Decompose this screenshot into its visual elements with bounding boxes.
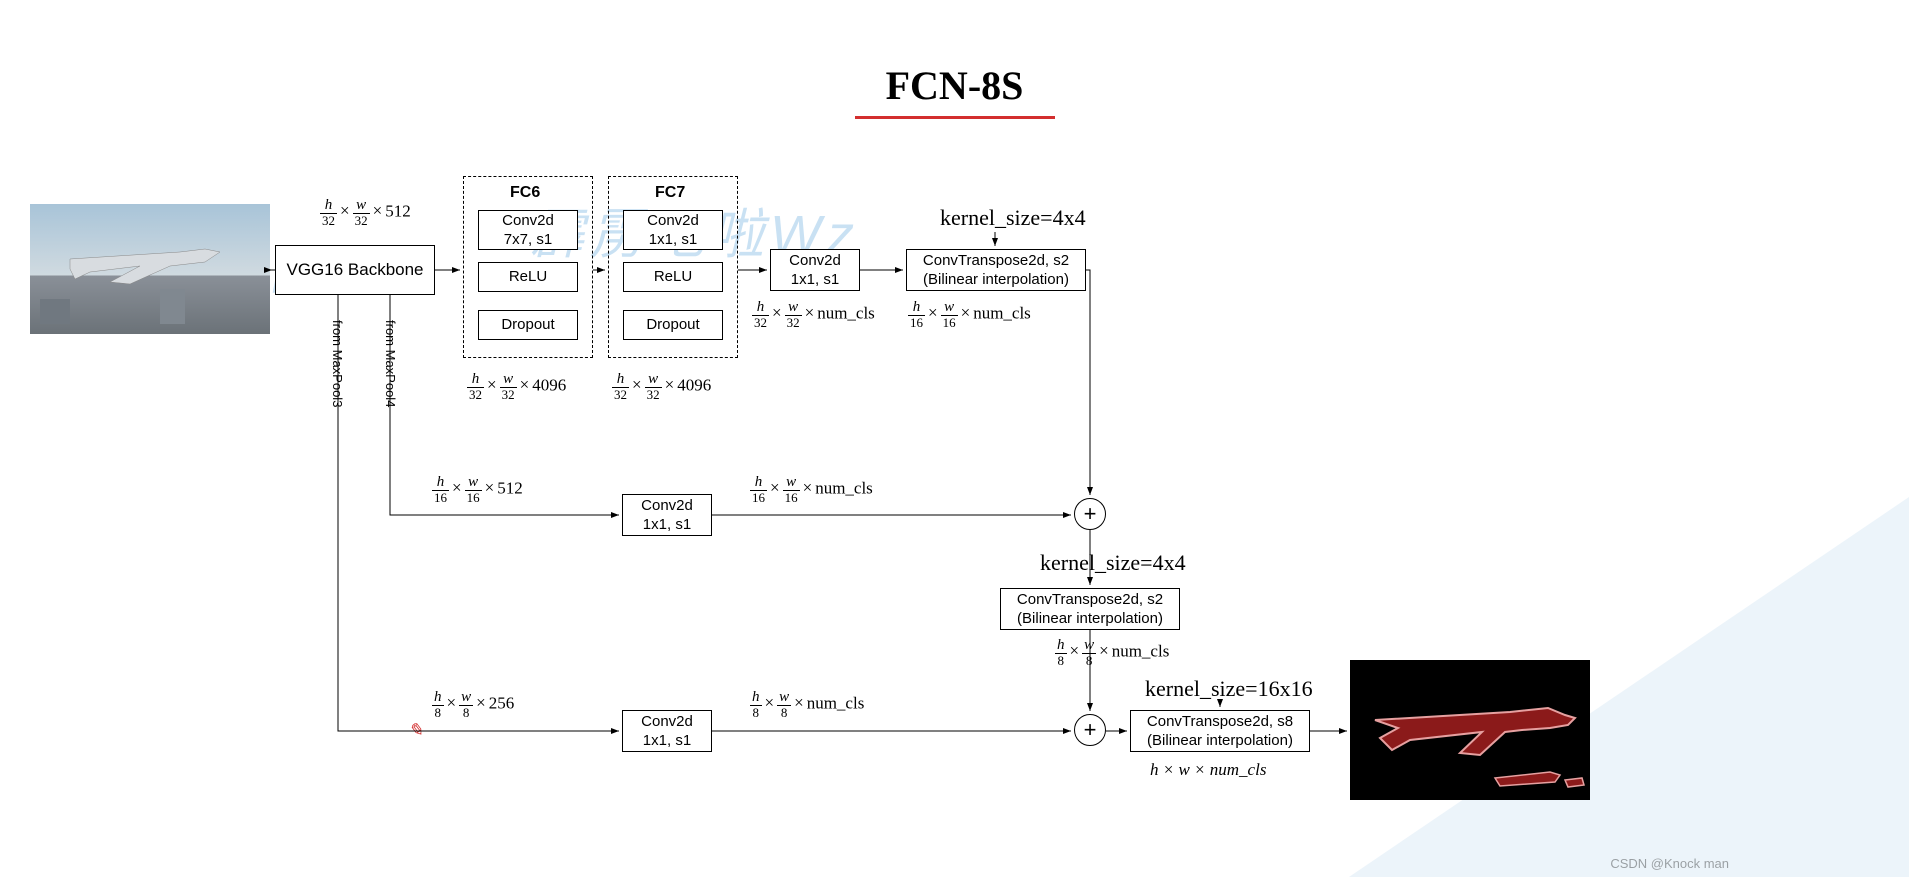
row1-ct-dim: h16×w16×num_cls xyxy=(908,300,1031,329)
add-node-2: + xyxy=(1074,714,1106,746)
title-underline xyxy=(855,116,1055,119)
row2-ct-dim: h8×w8×num_cls xyxy=(1055,638,1169,667)
fc7-conv: Conv2d 1x1, s1 xyxy=(623,210,723,250)
row2-convtranspose: ConvTranspose2d, s2 (Bilinear interpolat… xyxy=(1000,588,1180,630)
row2-conv: Conv2d 1x1, s1 xyxy=(622,494,712,536)
row3-conv-dim: h8×w8×num_cls xyxy=(750,690,864,719)
red-annotation-mark: ✎ xyxy=(408,720,423,741)
row2-conv-dim: h16×w16×num_cls xyxy=(750,475,873,504)
input-image xyxy=(30,204,270,334)
vgg-backbone-box: VGG16 Backbone xyxy=(275,245,435,295)
fc7-dim: h32×w32×4096 xyxy=(612,372,711,401)
row2-in-dim: h16×w16×512 xyxy=(432,475,523,504)
fc6-conv: Conv2d 7x7, s1 xyxy=(478,210,578,250)
row1-kernel-size: kernel_size=4x4 xyxy=(940,205,1086,231)
fc7-relu: ReLU xyxy=(623,262,723,292)
row1-convtranspose: ConvTranspose2d, s2 (Bilinear interpolat… xyxy=(906,249,1086,291)
row3-kernel-size: kernel_size=16x16 xyxy=(1145,676,1313,702)
row1-conv: Conv2d 1x1, s1 xyxy=(770,249,860,291)
fc6-title: FC6 xyxy=(510,184,540,202)
fc6-relu: ReLU xyxy=(478,262,578,292)
row3-convtranspose: ConvTranspose2d, s8 (Bilinear interpolat… xyxy=(1130,710,1310,752)
page-title: FCN-8S xyxy=(886,62,1024,109)
fc6-dim: h32×w32×4096 xyxy=(467,372,566,401)
from-maxpool3-label: from MaxPool3 xyxy=(330,320,345,407)
row1-conv-dim: h32×w32×num_cls xyxy=(752,300,875,329)
csdn-watermark: CSDN @Knock man xyxy=(1610,856,1729,871)
row2-kernel-size: kernel_size=4x4 xyxy=(1040,550,1186,576)
dim-input-backbone: h32×w32×512 xyxy=(320,198,411,227)
fc7-dropout: Dropout xyxy=(623,310,723,340)
from-maxpool4-label: from MaxPool4 xyxy=(383,320,398,407)
output-segmentation xyxy=(1350,660,1590,800)
add-node-1: + xyxy=(1074,498,1106,530)
fc7-title: FC7 xyxy=(655,184,685,202)
row3-out-dim: h × w × num_cls xyxy=(1150,760,1266,780)
row3-in-dim: h8×w8×256 xyxy=(432,690,514,719)
row3-conv: Conv2d 1x1, s1 xyxy=(622,710,712,752)
fc6-dropout: Dropout xyxy=(478,310,578,340)
